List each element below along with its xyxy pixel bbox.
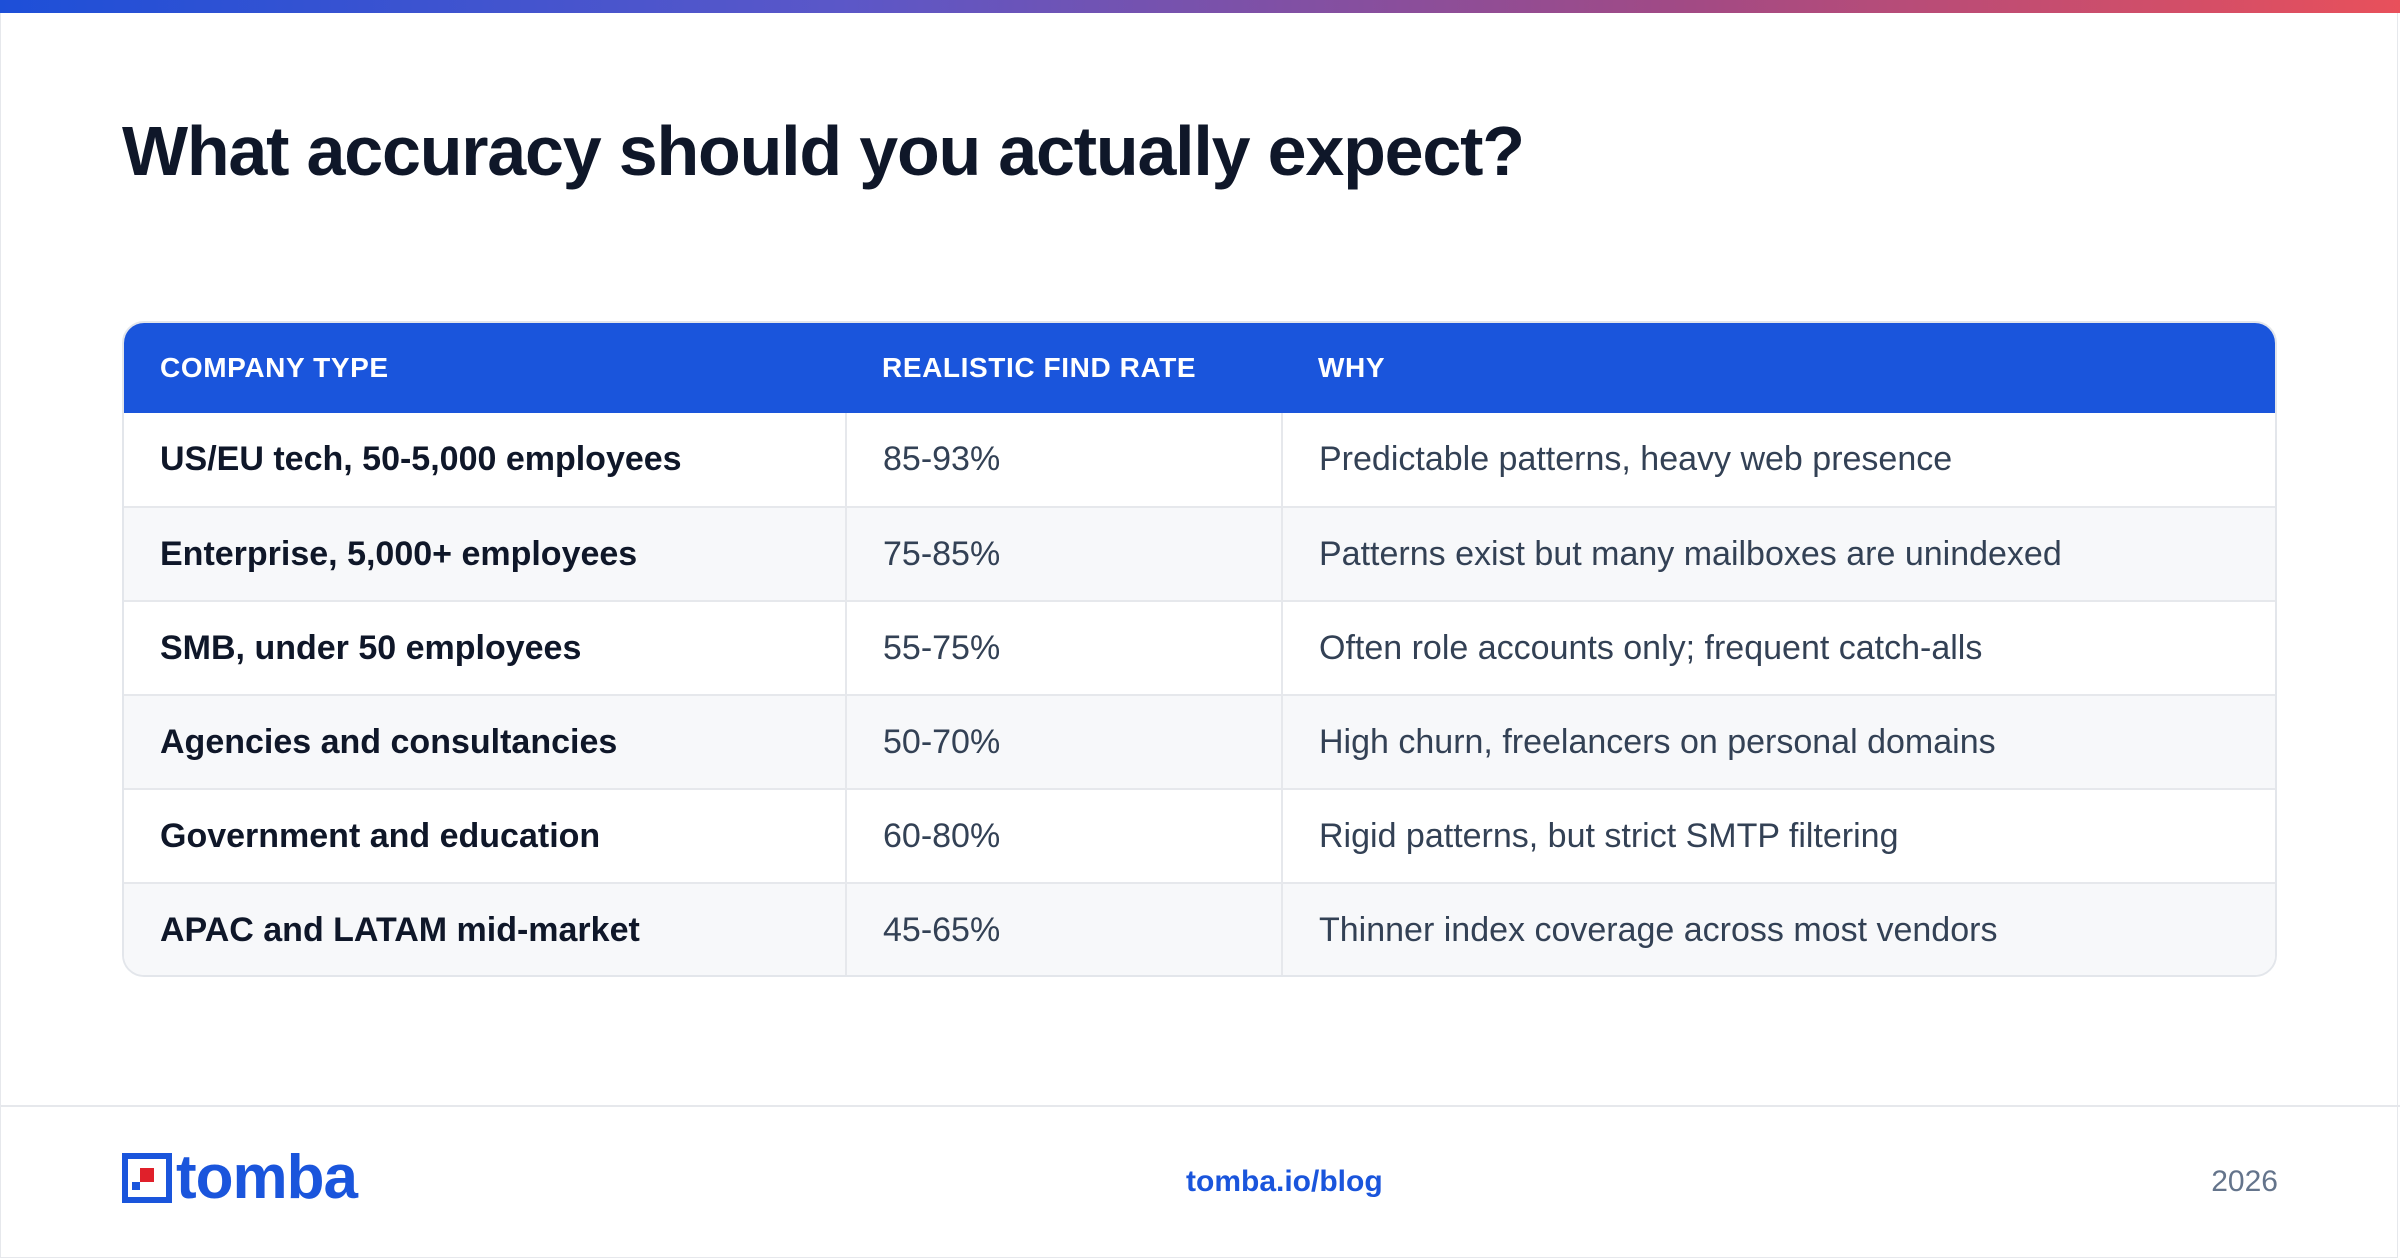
table-row: US/EU tech, 50-5,000 employees 85-93% Pr… — [124, 413, 2275, 507]
table-row: SMB, under 50 employees 55-75% Often rol… — [124, 600, 2275, 695]
find-rate-cell: 50-70% — [845, 694, 1282, 789]
page-title: What accuracy should you actually expect… — [122, 112, 1525, 190]
accuracy-table: COMPANY TYPE REALISTIC FIND RATE WHY US/… — [122, 321, 2277, 977]
logo-wordmark: tomba — [176, 1143, 358, 1212]
blog-link[interactable]: tomba.io/blog — [1186, 1165, 1383, 1198]
why-cell: High churn, freelancers on personal doma… — [1281, 694, 2275, 789]
company-type-cell: SMB, under 50 employees — [124, 600, 846, 695]
table-header-row: COMPANY TYPE REALISTIC FIND RATE WHY — [124, 323, 2275, 413]
why-cell: Predictable patterns, heavy web presence — [1281, 413, 2275, 507]
find-rate-cell: 75-85% — [845, 506, 1282, 601]
footer-divider — [0, 1105, 2400, 1107]
table-row: Enterprise, 5,000+ employees 75-85% Patt… — [124, 506, 2275, 601]
company-type-cell: US/EU tech, 50-5,000 employees — [160, 440, 682, 478]
accent-gradient-bar — [0, 0, 2400, 13]
table-row: APAC and LATAM mid-market 45-65% Thinner… — [124, 882, 2275, 975]
why-cell: Rigid patterns, but strict SMTP filterin… — [1281, 788, 2275, 883]
company-type-cell: APAC and LATAM mid-market — [124, 882, 846, 975]
header-find-rate: REALISTIC FIND RATE — [882, 352, 1197, 383]
find-rate-cell: 45-65% — [845, 882, 1282, 975]
header-company-type: COMPANY TYPE — [160, 352, 389, 383]
tomba-logo-mark-icon — [122, 1153, 172, 1203]
find-rate-cell: 55-75% — [845, 600, 1282, 695]
why-cell: Patterns exist but many mailboxes are un… — [1281, 506, 2275, 601]
table-row: Government and education 60-80% Rigid pa… — [124, 788, 2275, 883]
header-why: WHY — [1318, 352, 1386, 383]
footer-year: 2026 — [2211, 1165, 2278, 1198]
company-type-cell: Government and education — [124, 788, 846, 883]
company-type-cell: Agencies and consultancies — [124, 694, 846, 789]
find-rate-cell: 60-80% — [845, 788, 1282, 883]
find-rate-cell: 85-93% — [845, 413, 1282, 507]
why-cell: Thinner index coverage across most vendo… — [1281, 882, 2275, 975]
company-type-cell: Enterprise, 5,000+ employees — [124, 506, 846, 601]
why-cell: Often role accounts only; frequent catch… — [1281, 600, 2275, 695]
tomba-logo[interactable]: tomba — [122, 1143, 358, 1212]
table-row: Agencies and consultancies 50-70% High c… — [124, 694, 2275, 789]
